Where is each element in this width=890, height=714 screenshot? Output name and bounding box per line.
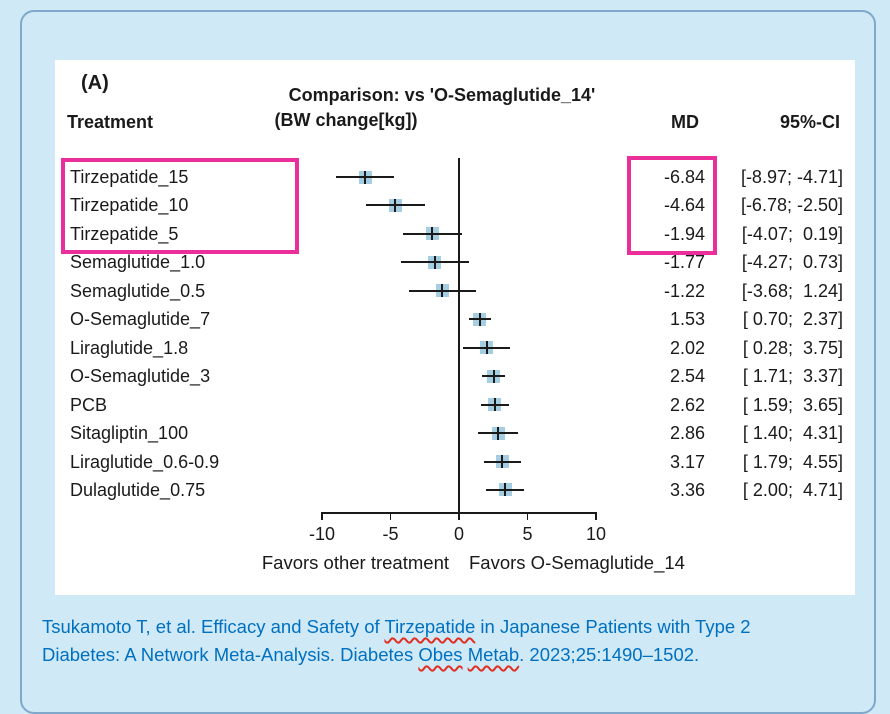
x-axis-tick-label: 5 bbox=[522, 524, 533, 544]
point-estimate-tick bbox=[497, 426, 500, 440]
md-value: 2.02 bbox=[669, 337, 705, 358]
x-axis-tick-label: -10 bbox=[308, 524, 335, 544]
x-axis-tick bbox=[389, 512, 392, 520]
x-axis-tick bbox=[526, 512, 529, 520]
chart-subtitle: (BW change[kg]) bbox=[274, 110, 418, 130]
point-estimate-tick bbox=[441, 284, 444, 298]
treatment-label: Semaglutide_1.0 bbox=[70, 252, 206, 273]
x-axis-tick bbox=[595, 512, 597, 520]
citation: Tsukamoto T, et al. Efficacy and Safety … bbox=[42, 613, 868, 669]
panel-label: (A) bbox=[81, 72, 109, 94]
favors-right-label: Favors O-Semaglutide_14 bbox=[469, 552, 685, 573]
x-axis-tick-label: -5 bbox=[382, 524, 399, 544]
x-axis-tick-label: 0 bbox=[453, 524, 464, 544]
md-value: 1.53 bbox=[669, 309, 705, 330]
column-header-treatment: Treatment bbox=[67, 112, 154, 132]
treatment-label: Semaglutide_0.5 bbox=[70, 280, 206, 301]
citation-text: in Japanese Patients with Type 2 bbox=[475, 616, 751, 637]
ci-value: [-6.78; -2.50] bbox=[740, 195, 843, 216]
ci-value: [ 0.28; 3.75] bbox=[742, 337, 843, 358]
treatment-label: PCB bbox=[70, 394, 108, 415]
misspelled-word: Tirzepatide bbox=[384, 616, 476, 637]
plot-area: Tirzepatide_15 -6.84 [-8.97; -4.71] Tirzepa… bbox=[55, 60, 855, 595]
ci-value: [ 1.79; 4.55] bbox=[742, 451, 843, 472]
point-estimate-tick bbox=[433, 255, 436, 269]
md-value: 3.17 bbox=[669, 451, 705, 472]
treatment-label: Tirzepatide_10 bbox=[70, 195, 189, 216]
treatment-label: O-Semaglutide_7 bbox=[70, 309, 211, 330]
point-estimate-tick bbox=[493, 398, 496, 412]
citation-line: Tsukamoto T, et al. Efficacy and Safety … bbox=[42, 613, 868, 641]
column-header-ci: 95%-CI bbox=[779, 112, 840, 132]
citation-text: . 2023;25:1490–1502. bbox=[519, 644, 700, 665]
treatment-label: O-Semaglutide_3 bbox=[70, 366, 211, 387]
md-value: -4.64 bbox=[663, 195, 705, 216]
misspelled-word: Metab bbox=[467, 644, 520, 665]
point-estimate-tick bbox=[504, 483, 507, 497]
citation-text: Tsukamoto T, et al. Efficacy and Safety … bbox=[42, 616, 385, 637]
md-value: 3.36 bbox=[669, 479, 705, 500]
ci-value: [ 0.70; 2.37] bbox=[742, 309, 843, 330]
x-axis-tick bbox=[321, 512, 323, 520]
md-value: 2.86 bbox=[669, 423, 705, 444]
md-value: -6.84 bbox=[663, 167, 705, 187]
ci-value: [ 1.71; 3.37] bbox=[742, 366, 843, 387]
ci-value: [-3.68; 1.24] bbox=[741, 280, 843, 301]
ci-value: [ 2.00; 4.71] bbox=[742, 479, 843, 500]
md-value: -1.22 bbox=[663, 280, 705, 301]
treatment-label: Liraglutide_0.6-0.9 bbox=[70, 451, 220, 472]
forest-plot-panel: (A) Comparison: vs 'O-Semaglutide_14' (B… bbox=[55, 60, 855, 595]
highlight-box-treatments bbox=[61, 158, 299, 254]
highlight-box-md bbox=[627, 156, 717, 255]
treatment-label: Sitagliptin_100 bbox=[70, 423, 189, 444]
treatment-label: Dulaglutide_0.75 bbox=[70, 479, 206, 500]
favors-left-label: Favors other treatment bbox=[261, 552, 449, 573]
ci-value: [ 1.40; 4.31] bbox=[742, 423, 843, 444]
ci-value: [-4.07; 0.19] bbox=[741, 223, 843, 244]
x-axis-tick bbox=[458, 512, 460, 520]
treatment-label: Tirzepatide_15 bbox=[70, 167, 189, 187]
ci-value: [-8.97; -4.71] bbox=[740, 167, 843, 187]
chart-title: Comparison: vs 'O-Semaglutide_14' bbox=[288, 85, 596, 105]
md-value: -1.94 bbox=[663, 223, 705, 244]
ci-value: [-4.27; 0.73] bbox=[741, 252, 843, 273]
citation-line: Diabetes: A Network Meta-Analysis. Diabe… bbox=[42, 641, 868, 669]
md-value: 2.54 bbox=[669, 366, 705, 387]
column-header-md: MD bbox=[671, 112, 699, 132]
point-estimate-tick bbox=[485, 341, 488, 355]
treatment-label: Liraglutide_1.8 bbox=[70, 337, 189, 358]
zero-reference-line bbox=[458, 158, 460, 512]
md-value: 2.62 bbox=[669, 394, 705, 415]
x-axis-tick-label: 10 bbox=[585, 524, 607, 544]
treatment-label: Tirzepatide_5 bbox=[70, 223, 179, 244]
point-estimate-tick bbox=[501, 455, 504, 468]
md-value: -1.77 bbox=[663, 252, 705, 273]
misspelled-word: Obes bbox=[418, 644, 463, 665]
point-estimate-tick bbox=[431, 227, 434, 241]
point-estimate-tick bbox=[478, 312, 481, 326]
citation-text: Diabetes: A Network Meta-Analysis. Diabe… bbox=[42, 644, 419, 665]
point-estimate-tick bbox=[492, 369, 495, 383]
point-estimate-tick bbox=[394, 198, 397, 212]
point-estimate-tick bbox=[364, 170, 367, 184]
ci-value: [ 1.59; 3.65] bbox=[742, 394, 843, 415]
